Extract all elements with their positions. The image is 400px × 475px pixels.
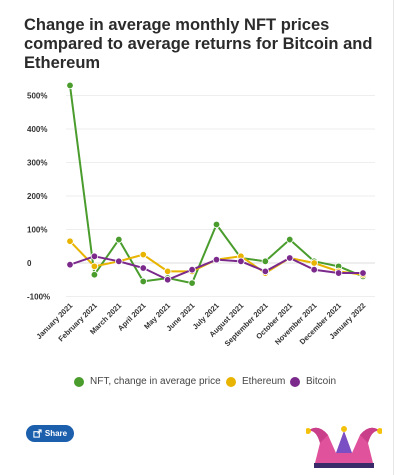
data-point (212, 220, 221, 229)
legend-label: Ethereum (242, 376, 286, 387)
legend-marker (226, 376, 236, 387)
data-point (163, 267, 172, 276)
data-point (66, 81, 74, 90)
card-border (393, 0, 394, 475)
data-point (139, 264, 147, 272)
legend-label: NFT, change in average price (90, 376, 221, 387)
data-point (261, 267, 270, 276)
data-point (212, 255, 221, 264)
y-tick-label: -100% (27, 293, 50, 302)
legend-marker (74, 376, 84, 387)
y-tick-label: 500% (27, 92, 47, 101)
data-point (310, 266, 318, 274)
data-point (359, 269, 367, 277)
data-point (139, 250, 147, 259)
y-tick-label: 400% (27, 125, 47, 134)
data-point (139, 277, 147, 286)
y-tick-label: 300% (27, 159, 47, 168)
chart-title: Change in average monthly NFT prices com… (24, 16, 373, 72)
legend-item[interactable]: Bitcoin (290, 376, 336, 387)
legend-item[interactable]: NFT, change in average price (74, 376, 221, 387)
data-point (286, 254, 294, 262)
data-point (66, 260, 74, 269)
legend-marker (290, 376, 300, 387)
data-point (163, 276, 172, 284)
data-point (115, 235, 123, 244)
data-point (115, 257, 123, 266)
share-button[interactable]: Share (26, 425, 74, 442)
jester-hat-logo (306, 426, 382, 468)
y-tick-label: 200% (27, 192, 47, 201)
y-tick-label: 100% (27, 226, 47, 235)
data-point (188, 279, 196, 287)
chart-legend: NFT, change in average price Ethereum Bitc… (0, 376, 400, 394)
data-point (310, 259, 318, 267)
series-line (69, 85, 364, 285)
share-icon (33, 429, 42, 438)
legend-item[interactable]: Ethereum (226, 376, 285, 387)
legend-label: Bitcoin (306, 376, 337, 387)
x-tick-label: September 2021 (223, 301, 270, 348)
data-point (188, 266, 196, 274)
data-point (66, 237, 74, 245)
share-label: Share (44, 429, 68, 438)
data-point (334, 269, 343, 277)
data-point (90, 271, 99, 279)
y-tick-label: 0 (27, 259, 32, 268)
data-point (90, 262, 99, 271)
data-point (90, 252, 99, 260)
data-point (237, 257, 245, 266)
data-point (261, 257, 270, 266)
data-point (286, 235, 294, 244)
